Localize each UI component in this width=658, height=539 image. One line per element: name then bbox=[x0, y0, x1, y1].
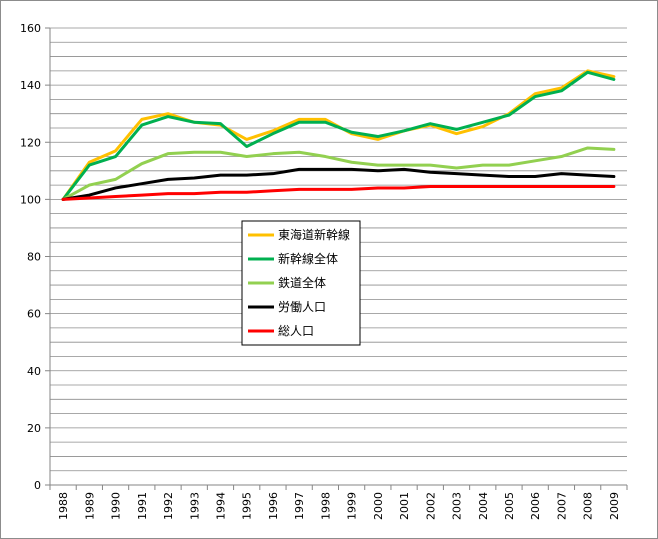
x-tick-label-2009: 2009 bbox=[608, 492, 621, 520]
y-tick-label-160: 160 bbox=[20, 22, 41, 35]
x-tick-label-2003: 2003 bbox=[451, 492, 464, 520]
y-tick-label-140: 140 bbox=[20, 79, 41, 92]
x-tick-label-2006: 2006 bbox=[529, 492, 542, 520]
series-line-4 bbox=[61, 185, 616, 201]
legend-label-3: 労働人口 bbox=[278, 300, 326, 314]
axes bbox=[45, 27, 628, 490]
x-tick-label-1989: 1989 bbox=[83, 492, 96, 520]
x-tick-label-1999: 1999 bbox=[346, 492, 359, 520]
x-tick-label-1997: 1997 bbox=[293, 492, 306, 520]
legend-label-4: 総人口 bbox=[278, 324, 314, 338]
series-line-2 bbox=[61, 146, 616, 201]
x-tick-label-1990: 1990 bbox=[110, 492, 123, 520]
y-tick-label-40: 40 bbox=[27, 365, 41, 378]
x-tick-label-2001: 2001 bbox=[398, 492, 411, 520]
x-tick-label-1992: 1992 bbox=[162, 492, 175, 520]
x-tick-label-2004: 2004 bbox=[477, 492, 490, 520]
y-tick-label-80: 80 bbox=[27, 251, 41, 264]
x-tick-label-1988: 1988 bbox=[57, 492, 70, 520]
x-tick-label-2005: 2005 bbox=[503, 492, 516, 520]
x-tick-label-1991: 1991 bbox=[136, 492, 149, 520]
y-tick-label-100: 100 bbox=[20, 193, 41, 206]
y-tick-label-120: 120 bbox=[20, 136, 41, 149]
x-tick-label-1995: 1995 bbox=[241, 492, 254, 520]
x-tick-label-2008: 2008 bbox=[582, 492, 595, 520]
x-tick-label-1998: 1998 bbox=[319, 492, 332, 520]
x-tick-label-1996: 1996 bbox=[267, 492, 280, 520]
x-tick-labels: 1988 1989 1990 1991 1992 1993 1994 1995 1996 1997… bbox=[57, 492, 621, 520]
series-line-3 bbox=[61, 167, 616, 201]
y-tick-label-0: 0 bbox=[34, 479, 41, 492]
y-tick-labels: 0 20 40 60 80 100 120 140 160 bbox=[20, 22, 41, 492]
legend-label-1: 新幹線全体 bbox=[278, 251, 338, 266]
y-tick-label-20: 20 bbox=[27, 422, 41, 435]
x-tick-label-1994: 1994 bbox=[214, 492, 227, 520]
x-tick-label-2002: 2002 bbox=[424, 492, 437, 520]
legend-label-2: 鉄道全体 bbox=[278, 275, 326, 290]
x-tick-label-2007: 2007 bbox=[555, 492, 568, 520]
series-line-0 bbox=[61, 69, 616, 201]
x-tick-label-1993: 1993 bbox=[188, 492, 201, 520]
series-lines bbox=[61, 69, 616, 201]
y-tick-label-60: 60 bbox=[27, 308, 41, 321]
x-tick-label-2000: 2000 bbox=[372, 492, 385, 520]
legend-label-0: 東海道新幹線 bbox=[278, 227, 350, 242]
series-line-1 bbox=[61, 70, 616, 201]
